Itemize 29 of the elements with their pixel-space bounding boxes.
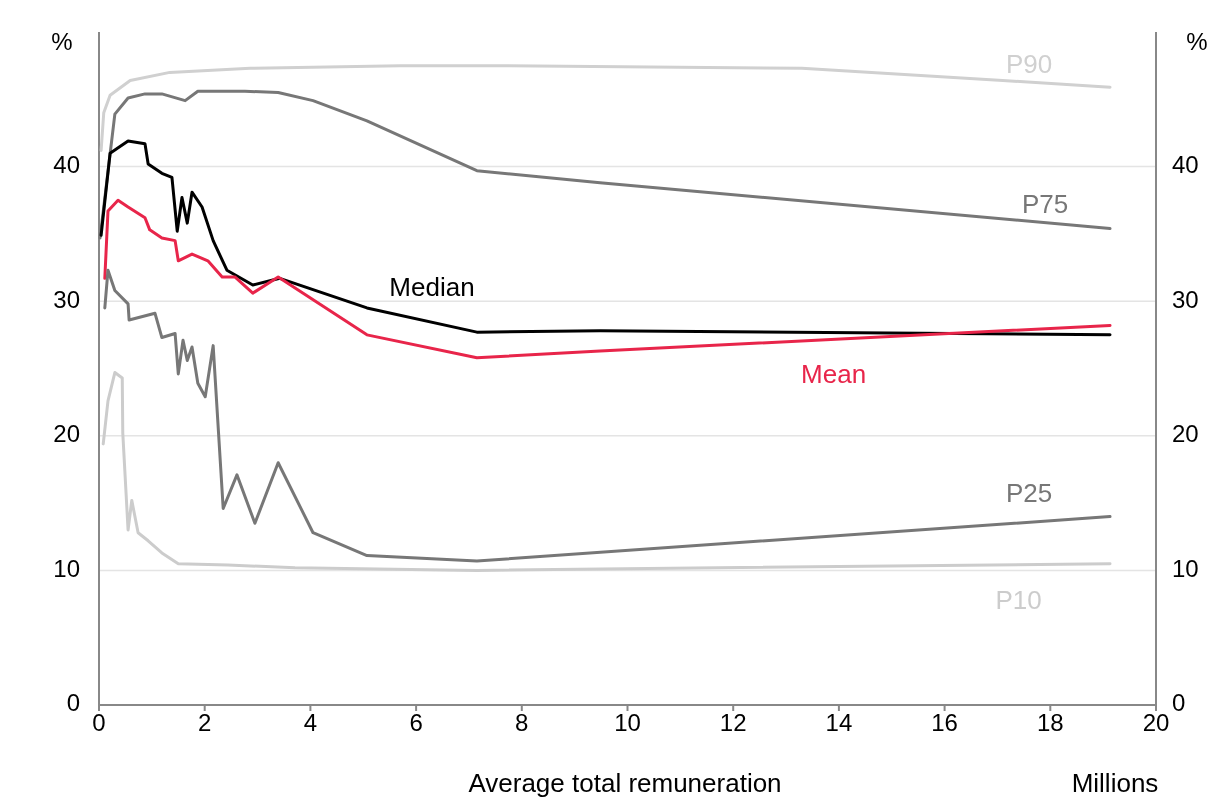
y2-tick-label: 40	[1172, 150, 1199, 178]
x-tick-label: 18	[1036, 709, 1064, 736]
y2-tick-label: 20	[1172, 420, 1199, 448]
series-label: Mean	[801, 359, 867, 390]
x-tick-label: 12	[719, 709, 747, 736]
x-tick-label: 16	[931, 709, 958, 736]
y-tick-label: 30	[53, 285, 80, 313]
text: Millions	[1071, 768, 1159, 798]
y-tick-label: 40	[53, 150, 80, 178]
x-tick-label: 10	[614, 709, 641, 736]
series-label: P75	[1021, 188, 1069, 219]
y-tick-label: 0	[66, 689, 80, 717]
x-tick-label: 0	[92, 709, 106, 736]
y2-axis-title: %	[1186, 28, 1208, 55]
x-tick-label: 2	[198, 709, 212, 736]
x-axis-title: Average total remuneration	[468, 768, 782, 798]
x-tick-label: 14	[825, 709, 853, 736]
x-tick-label: 4	[303, 709, 318, 736]
x-tick-label: 20	[1142, 709, 1170, 736]
y2-tick-label: 0	[1172, 689, 1186, 717]
x-tick-label: 6	[409, 709, 423, 736]
y2-tick-label: 30	[1172, 285, 1199, 313]
y2-tick-label: 10	[1172, 554, 1199, 582]
y-tick-label: 10	[53, 554, 80, 582]
y-axis-title: %	[51, 28, 73, 55]
y-tick-label: 20	[53, 420, 80, 448]
x-tick-label: 8	[515, 709, 529, 736]
series-label: P25	[1006, 478, 1053, 509]
series-label: Median	[389, 272, 475, 303]
